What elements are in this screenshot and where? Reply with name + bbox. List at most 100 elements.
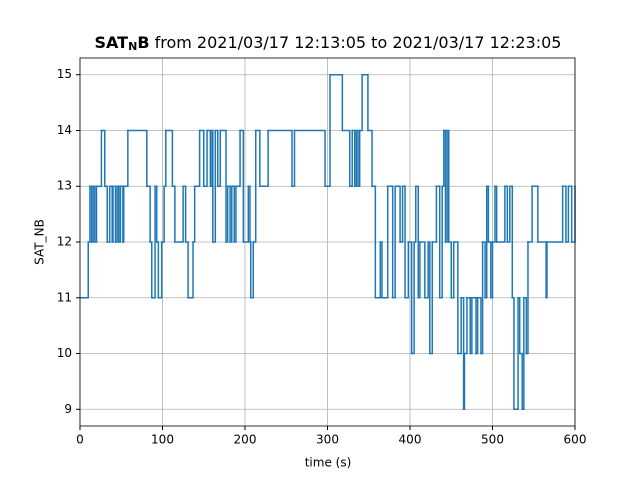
step-segment bbox=[90, 185, 94, 243]
step-segment bbox=[381, 185, 389, 299]
step-segment bbox=[171, 185, 176, 243]
step-segment bbox=[231, 185, 236, 243]
step-segment bbox=[469, 297, 473, 355]
step-segment bbox=[116, 185, 120, 243]
step-segment bbox=[491, 185, 496, 243]
x-tick-label: 100 bbox=[151, 433, 174, 447]
step-segment bbox=[565, 185, 570, 243]
step-segment bbox=[259, 129, 269, 187]
step-segment bbox=[485, 185, 490, 243]
step-segment bbox=[212, 129, 217, 243]
step-segment bbox=[394, 185, 401, 243]
step-segment bbox=[324, 73, 331, 187]
x-tick-label: 600 bbox=[564, 433, 587, 447]
step-segment bbox=[357, 129, 361, 187]
step-segment bbox=[94, 185, 98, 243]
step-segment bbox=[504, 185, 509, 243]
step-segment bbox=[371, 185, 377, 299]
step-segment bbox=[509, 185, 514, 299]
step-segment bbox=[410, 241, 415, 355]
step-segment bbox=[247, 185, 251, 243]
step-segment bbox=[401, 185, 406, 299]
step-segment bbox=[214, 129, 219, 187]
title-part: N bbox=[128, 40, 137, 53]
step-segment bbox=[92, 185, 96, 243]
step-segment bbox=[446, 129, 450, 243]
x-tick-label: 200 bbox=[234, 433, 257, 447]
step-segment bbox=[379, 241, 383, 299]
step-segment bbox=[193, 129, 201, 187]
x-tick-label: 500 bbox=[481, 433, 504, 447]
step-segment bbox=[518, 352, 523, 411]
step-segment bbox=[484, 185, 488, 299]
step-segment bbox=[217, 129, 221, 187]
step-segment bbox=[429, 241, 434, 355]
step-segment bbox=[111, 185, 114, 243]
step-segment bbox=[293, 129, 326, 187]
step-segment bbox=[358, 73, 363, 132]
step-segment bbox=[361, 73, 369, 132]
step-segment bbox=[163, 129, 167, 187]
y-axis-label: SAT_NB bbox=[33, 219, 47, 265]
step-segment bbox=[462, 352, 466, 411]
step-segment bbox=[239, 129, 245, 243]
step-segment bbox=[481, 241, 486, 299]
y-tick-label: 14 bbox=[57, 123, 72, 137]
step-segment bbox=[399, 185, 404, 243]
step-segment bbox=[165, 129, 174, 187]
y-tick-label: 9 bbox=[64, 402, 72, 416]
step-segment bbox=[546, 185, 564, 243]
step-segment bbox=[353, 129, 358, 187]
step-segment bbox=[452, 241, 459, 355]
step-segment bbox=[424, 241, 429, 299]
step-segment bbox=[490, 241, 494, 299]
step-segment bbox=[209, 129, 213, 187]
step-segment bbox=[457, 297, 462, 355]
step-segment bbox=[466, 297, 471, 355]
step-segment bbox=[367, 129, 373, 187]
step-segment bbox=[198, 129, 205, 187]
step-segment bbox=[475, 297, 479, 355]
step-segment bbox=[174, 185, 184, 243]
y-tick-label: 11 bbox=[57, 290, 72, 304]
step-segment bbox=[225, 185, 229, 243]
step-segment bbox=[252, 129, 257, 243]
step-segment bbox=[250, 241, 254, 299]
step-segment bbox=[114, 185, 118, 243]
step-segment bbox=[513, 297, 519, 411]
x-axis-label: time (s) bbox=[305, 456, 352, 470]
step-segment bbox=[249, 241, 252, 299]
step-segment bbox=[487, 241, 492, 299]
step-segment bbox=[511, 297, 515, 411]
step-segment bbox=[435, 185, 441, 299]
step-segment bbox=[100, 129, 106, 187]
step-segment bbox=[119, 185, 124, 243]
step-segment bbox=[154, 185, 158, 243]
step-segment bbox=[567, 185, 573, 243]
y-tick-label: 12 bbox=[57, 235, 72, 249]
step-segment bbox=[517, 297, 521, 355]
step-segment bbox=[561, 185, 567, 243]
step-segment bbox=[267, 129, 293, 187]
step-segment bbox=[525, 241, 529, 355]
y-tick-label: 10 bbox=[57, 346, 72, 360]
step-segment bbox=[521, 297, 525, 411]
step-segment bbox=[187, 241, 194, 299]
step-segment bbox=[506, 185, 511, 243]
step-segment bbox=[229, 185, 233, 243]
step-segment bbox=[355, 129, 359, 187]
step-segment bbox=[106, 185, 111, 243]
step-segment bbox=[155, 241, 160, 299]
step-segment bbox=[463, 297, 468, 355]
step-segment bbox=[291, 129, 296, 187]
step-segment bbox=[450, 241, 455, 299]
step-segment bbox=[415, 185, 419, 299]
step-segment bbox=[184, 241, 189, 299]
title-part: SAT bbox=[95, 33, 129, 52]
step-segment bbox=[471, 297, 477, 355]
step-segment bbox=[417, 241, 421, 299]
step-segment bbox=[118, 185, 122, 243]
step-segment bbox=[122, 185, 125, 243]
step-segment bbox=[146, 185, 151, 243]
